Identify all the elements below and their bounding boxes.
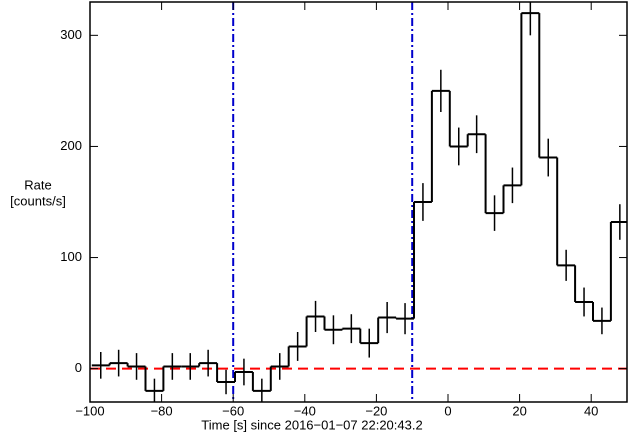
x-tick-label: 40 bbox=[584, 403, 598, 418]
y-tick-label: 200 bbox=[60, 138, 82, 153]
x-tick-label: 0 bbox=[444, 403, 451, 418]
y-tick-label: 0 bbox=[75, 360, 82, 375]
x-tick-label: 20 bbox=[512, 403, 526, 418]
plot bbox=[90, 2, 627, 402]
x-tick-label: −60 bbox=[222, 403, 244, 418]
y-axis-label: [counts/s] bbox=[10, 193, 66, 208]
y-axis-label: Rate bbox=[24, 177, 51, 192]
x-tick-label: −100 bbox=[75, 403, 104, 418]
plot-frame bbox=[89, 1, 628, 403]
x-tick-label: −40 bbox=[294, 403, 316, 418]
y-tick-label: 300 bbox=[60, 27, 82, 42]
x-tick-label: −20 bbox=[365, 403, 387, 418]
x-tick-label: −80 bbox=[151, 403, 173, 418]
x-axis-label: Time [s] since 2016−01−07 22:20:43.2 bbox=[201, 417, 422, 432]
y-tick-label: 100 bbox=[60, 249, 82, 264]
